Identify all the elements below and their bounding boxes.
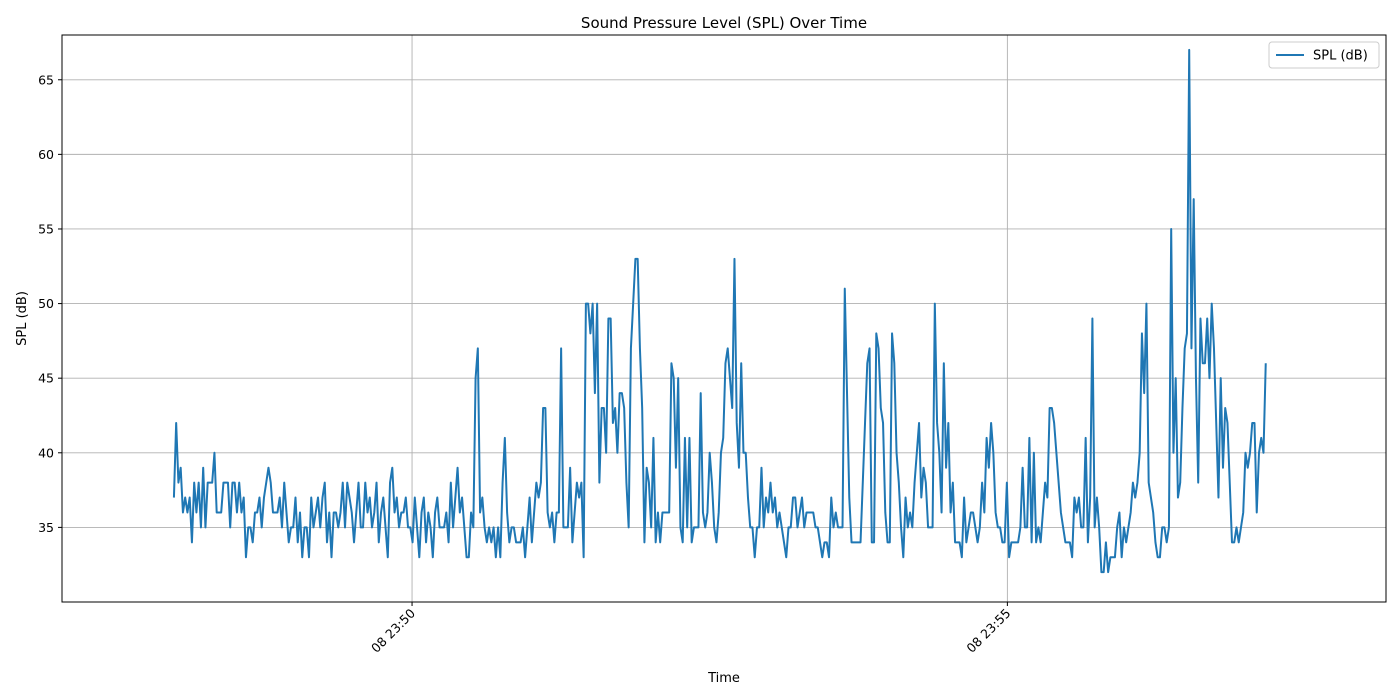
legend-label: SPL (dB) <box>1313 49 1368 64</box>
y-axis-ticks: 35 40 45 50 55 60 65 <box>38 72 62 535</box>
legend: SPL (dB) <box>1268 41 1380 69</box>
y-tick-label: 45 <box>38 371 54 386</box>
x-axis-label: Time <box>707 671 740 686</box>
series-line-spl <box>172 48 1267 574</box>
legend-box <box>1268 41 1380 69</box>
y-tick-label: 60 <box>38 147 54 162</box>
y-tick-label: 50 <box>38 296 54 311</box>
chart-title: Sound Pressure Level (SPL) Over Time <box>581 14 867 32</box>
grid-lines <box>62 35 1386 602</box>
y-tick-label: 65 <box>38 72 54 87</box>
x-tick-label: 08 23:55 <box>963 606 1013 656</box>
plot-area-frame <box>61 34 1387 603</box>
y-tick-label: 55 <box>38 221 54 236</box>
y-tick-label: 35 <box>38 520 54 535</box>
y-axis-label: SPL (dB) <box>15 291 30 346</box>
x-axis-ticks: 08 23:50 08 23:55 <box>368 602 1013 656</box>
y-tick-label: 40 <box>38 445 54 460</box>
x-tick-label: 08 23:50 <box>368 605 418 655</box>
